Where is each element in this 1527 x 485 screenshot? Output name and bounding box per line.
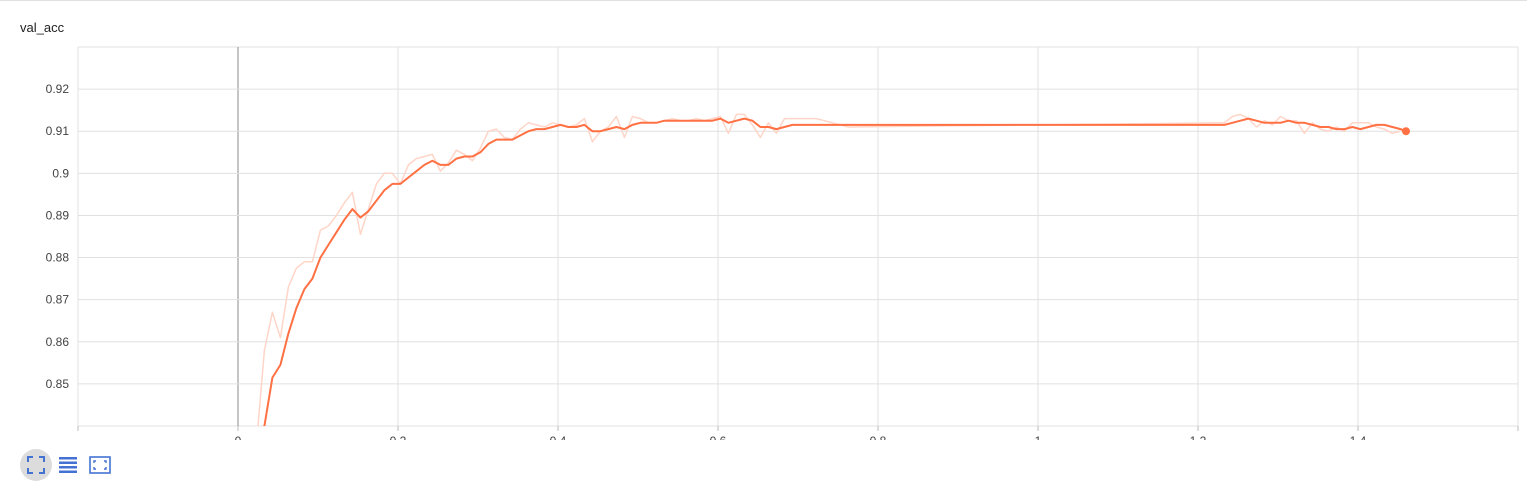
smoothed-series-line: [262, 117, 1407, 426]
y-tick-label: 0.89: [46, 208, 70, 222]
fit-to-data-button[interactable]: [84, 449, 116, 481]
last-point-marker: [1402, 127, 1410, 136]
y-tick-label: 0.85: [46, 377, 70, 391]
y-tick-label: 0.87: [46, 293, 70, 307]
x-axis-ticks: 0 0.2 0.4 0.6 0.8 1 1.2 1.4: [77, 426, 1519, 440]
data-series: [257, 113, 1410, 426]
fullscreen-icon: [27, 456, 45, 474]
raw-series-line: [257, 113, 1401, 426]
x-tick-label: 0.8: [870, 434, 887, 440]
y-tick-label: 0.92: [46, 82, 70, 96]
y-tick-label: 0.9: [52, 166, 69, 180]
x-tick-label: 1.4: [1350, 434, 1367, 440]
y-tick-label: 0.88: [46, 251, 70, 265]
top-divider: [0, 0, 1527, 1]
y-axis-ticks: 0.85 0.86 0.87 0.88 0.89 0.9 0.91 0.92: [46, 82, 70, 391]
chart-title: val_acc: [20, 20, 65, 35]
x-tick-label: 0.2: [390, 434, 407, 440]
line-chart[interactable]: 00.20.40.60.811.21.4 0.850.860.870.880.8…: [0, 0, 1527, 440]
data-table-button[interactable]: [52, 449, 84, 481]
x-tick-label: 0.4: [550, 434, 567, 440]
list-icon: [59, 457, 77, 473]
x-tick-label: 0: [235, 434, 242, 440]
grid-lines: [77, 46, 1519, 427]
y-tick-label: 0.91: [46, 124, 70, 138]
fit-domain-button[interactable]: [20, 449, 52, 481]
x-tick-label: 0.6: [710, 434, 727, 440]
x-tick-label: 1: [1035, 434, 1042, 440]
fit-screen-icon: [89, 456, 111, 474]
chart-toolbar: [20, 449, 116, 481]
y-tick-label: 0.86: [46, 335, 70, 349]
x-tick-label: 1.2: [1190, 434, 1207, 440]
